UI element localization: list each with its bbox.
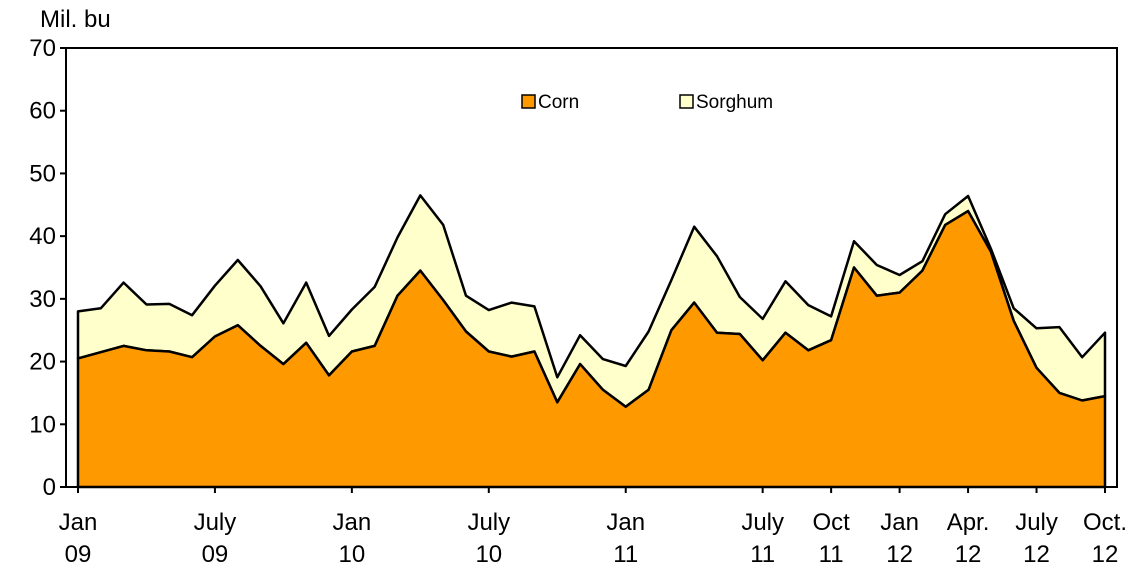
- x-tick-label-year: 10: [475, 541, 502, 568]
- x-tick-label-year: 12: [886, 541, 913, 568]
- x-tick-label-month: Apr.: [947, 509, 990, 536]
- x-axis: Jan 09 July 09 Jan 10 July 10 Jan 11 July 11 Oct 11 Ja…: [59, 487, 1127, 568]
- legend-corn-label: Corn: [538, 92, 579, 113]
- corn-area: [76, 209, 1107, 489]
- y-tick-label: 50: [29, 160, 56, 187]
- x-tick-label-year: 09: [65, 541, 92, 568]
- x-tick-label-month: Jan: [333, 509, 372, 536]
- y-tick-label: 10: [29, 411, 56, 438]
- x-tick-label-year: 12: [1092, 541, 1119, 568]
- x-tick-label-year: 11: [750, 541, 775, 568]
- x-tick-label-month: July: [741, 509, 784, 536]
- legend-sorghum-label: Sorghum: [696, 92, 773, 113]
- y-tick-label: 70: [29, 35, 56, 62]
- y-tick-label: 20: [29, 349, 56, 376]
- legend: Corn Sorghum: [521, 92, 773, 113]
- y-axis-label: Mil. bu: [40, 6, 111, 33]
- plot-frame: [65, 47, 1118, 488]
- y-tick-label: 40: [29, 223, 56, 250]
- y-tick-label: 30: [29, 286, 56, 313]
- x-tick-label-year: 10: [339, 541, 366, 568]
- x-tick-label-year: 11: [819, 541, 844, 568]
- x-tick-label-month: Jan: [606, 509, 645, 536]
- x-tick-label-month: Jan: [880, 509, 919, 536]
- y-tick-label: 60: [29, 98, 56, 125]
- x-tick-label-year: 12: [1023, 541, 1050, 568]
- legend-corn-swatch: [521, 94, 536, 109]
- x-tick-label-month: July: [1015, 509, 1058, 536]
- x-tick-label-month: July: [194, 509, 237, 536]
- x-tick-label-year: 11: [613, 541, 638, 568]
- legend-sorghum-swatch: [679, 94, 694, 109]
- x-tick-label-month: Oct.: [1083, 509, 1127, 536]
- x-tick-label-month: Jan: [59, 509, 98, 536]
- y-axis: 0 10 20 30 40 50 60 70: [29, 35, 66, 501]
- x-tick-label-month: Oct: [812, 509, 850, 536]
- x-tick-label-year: 12: [955, 541, 982, 568]
- corn-area-layer: [76, 209, 1107, 489]
- x-tick-label-year: 09: [202, 541, 229, 568]
- x-tick-label-month: July: [467, 509, 510, 536]
- y-tick-label: 0: [43, 474, 56, 501]
